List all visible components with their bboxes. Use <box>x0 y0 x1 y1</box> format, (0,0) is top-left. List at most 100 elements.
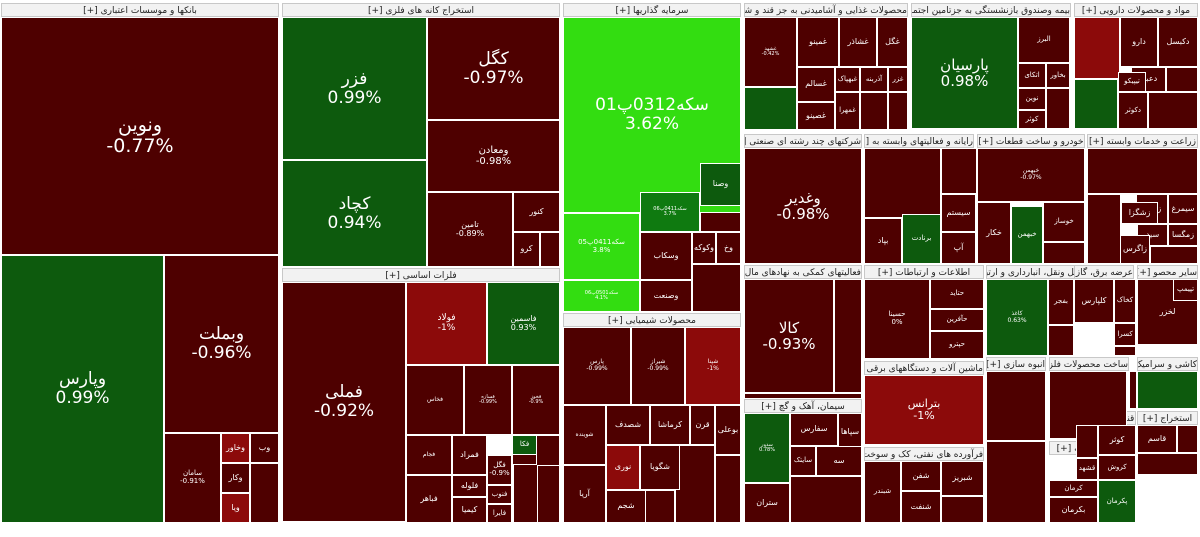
treemap-tile-vaya[interactable]: ویا <box>221 493 250 523</box>
treemap-tile-fkaa[interactable]: کیمیا <box>452 497 487 523</box>
treemap-tile-vsakhab[interactable]: وسکاب <box>640 232 692 280</box>
treemap-tile-noori[interactable]: نوری <box>606 445 640 490</box>
treemap-tile-fasmin[interactable]: فاسمین 0.93% <box>487 282 560 365</box>
treemap-tile-folavh[interactable]: فلوله <box>452 475 487 497</box>
treemap-tile-sghaen[interactable]: سه <box>816 446 862 476</box>
treemap-tile-minor[interactable] <box>986 441 1046 523</box>
treemap-tile-ghzar[interactable]: غزر <box>888 67 908 92</box>
treemap-tile-zagh[interactable]: زاگرس <box>1120 235 1150 264</box>
treemap-tile-ghsalam[interactable]: غسالم <box>797 67 835 102</box>
treemap-tile-khbahman[interactable]: خبهمن -0.97% <box>977 148 1085 202</box>
section-title-investments[interactable]: سرمایه گذاریها [+] <box>563 3 741 17</box>
section-title-utilities[interactable]: عرضه برق، گاز [+] <box>1074 265 1134 279</box>
treemap-tile-simorgh[interactable]: سیمرغ <box>1168 194 1198 224</box>
treemap-tile-bkeram[interactable]: بکرمان <box>1049 497 1098 523</box>
treemap-tile-shbandar[interactable]: شبندر <box>864 461 901 523</box>
treemap-tile-hafir[interactable]: حآفرین <box>930 309 984 331</box>
treemap-tile-hsina[interactable]: حسینا 0% <box>864 279 930 359</box>
treemap-tile-zmgasa[interactable]: زمگسا <box>1168 224 1198 246</box>
section-title-electrical[interactable]: ماشین آلات و دستگاههای برقی [+] <box>864 361 984 375</box>
section-title-others[interactable]: سایر محصو [+] <box>1137 265 1198 279</box>
treemap-tile-minor[interactable] <box>692 264 741 312</box>
treemap-tile-ap[interactable]: آپ <box>941 232 976 264</box>
treemap-tile-keram[interactable]: کرمان <box>1049 480 1098 497</box>
treemap-tile-fko[interactable]: فکا <box>512 435 537 455</box>
treemap-tile-kaghaz[interactable]: کاغذ 0.63% <box>986 279 1048 356</box>
treemap-tile-pars[interactable]: پارس -0.99% <box>563 327 631 405</box>
treemap-tile-kara[interactable]: کرو <box>513 232 540 267</box>
treemap-tile-ghshahd[interactable]: قشهد <box>1076 458 1098 480</box>
treemap-tile-shiraz[interactable]: شیراز -0.99% <box>631 327 685 405</box>
treemap-tile-koker[interactable]: کوثر <box>1018 110 1046 129</box>
section-title-metal_products[interactable]: ساخت محصولات فلزی [+] <box>1049 357 1129 371</box>
treemap-tile-sistem[interactable]: سیستم <box>941 194 976 232</box>
treemap-tile-minor[interactable] <box>1137 453 1198 475</box>
treemap-tile-kgol[interactable]: کگل -0.97% <box>427 17 560 120</box>
section-title-telecom[interactable]: اطلاعات و ارتباطات [+] <box>864 265 984 279</box>
section-title-insurance[interactable]: بیمه وصندوق بازنشستگی به جزتامین اجتماعی… <box>911 3 1071 17</box>
treemap-tile-fsaze[interactable]: فسازه -0.99% <box>464 365 512 435</box>
treemap-tile-ghmehr[interactable]: غمهرا <box>835 92 860 130</box>
treemap-tile-vnovinb[interactable]: نوین <box>1018 88 1046 110</box>
treemap-tile-vkar[interactable]: وکار <box>221 463 250 493</box>
treemap-tile-minor[interactable] <box>744 87 797 130</box>
treemap-tile-vbmellat[interactable]: وبملت -0.96% <box>164 255 279 433</box>
section-title-chemicals[interactable]: محصولات شیمیایی [+] <box>563 313 741 327</box>
treemap-tile-sdorsd[interactable]: سدور 0.78% <box>744 413 790 483</box>
treemap-tile-minor[interactable] <box>1043 242 1085 264</box>
treemap-tile-sepaha[interactable]: سپاها <box>838 413 862 451</box>
treemap-tile-vnovin[interactable]: ونوین -0.77% <box>1 17 279 255</box>
treemap-tile-parsian[interactable]: پارسیان 0.98% <box>911 17 1018 129</box>
treemap-tile-seke4[interactable]: سکه0501پ06 4.1% <box>563 280 640 312</box>
section-title-auto[interactable]: خودرو و ساخت قطعات [+] <box>977 134 1085 148</box>
treemap-tile-ghbishe[interactable]: غصینو <box>797 102 835 130</box>
treemap-tile-zshgaza[interactable]: زشگزا <box>1121 202 1158 224</box>
treemap-tile-seke2[interactable]: سکه0411پ05 3.8% <box>563 213 640 280</box>
treemap-tile-minor[interactable] <box>1074 17 1120 79</box>
treemap-tile-vbuali[interactable]: بوعلی <box>715 405 741 455</box>
treemap-tile-minor[interactable] <box>1074 79 1118 129</box>
treemap-tile-tipco[interactable]: تیپیکو <box>1118 72 1146 92</box>
treemap-tile-vkh[interactable]: وخ <box>716 232 741 264</box>
treemap-tile-vpars[interactable]: وپارس 0.99% <box>1 255 164 523</box>
treemap-tile-fmeli[interactable]: فملی -0.92% <box>282 282 406 522</box>
treemap-tile-fkhas[interactable]: فخاس <box>406 365 464 435</box>
treemap-tile-shpnaf[interactable]: شپنا -1% <box>685 327 741 405</box>
treemap-tile-kesra[interactable]: کسرا <box>1114 323 1136 346</box>
treemap-tile-minor[interactable] <box>675 445 715 523</box>
treemap-tile-fkhoz[interactable]: فخوز -0.9% <box>512 365 560 435</box>
treemap-tile-khosaz[interactable]: خوساز <box>1043 202 1085 242</box>
treemap-tile-fgol[interactable]: فگل -0.9% <box>487 455 512 485</box>
treemap-tile-ghshazar[interactable]: غشاذر <box>839 17 877 67</box>
treemap-tile-fazar[interactable]: فزر 0.99% <box>282 17 427 160</box>
treemap-tile-minor[interactable] <box>250 463 279 523</box>
treemap-tile-dnoo[interactable]: دارو <box>1120 17 1158 67</box>
treemap-tile-ghazar[interactable]: آذربنه <box>860 67 888 92</box>
treemap-tile-samat[interactable]: سامان -0.91% <box>164 433 221 523</box>
treemap-tile-seke3[interactable]: سکه0411پ06 3.7% <box>640 192 700 232</box>
treemap-tile-hrabt[interactable]: حپترو <box>930 331 984 359</box>
section-title-realestate[interactable]: انبوه سازی [+] <box>986 357 1046 371</box>
treemap-tile-fbahar[interactable]: فباهر <box>406 475 452 523</box>
treemap-tile-krozam[interactable]: کروش <box>1098 455 1136 480</box>
section-title-extraction[interactable]: استخراج [+] <box>1137 411 1198 425</box>
section-title-it[interactable]: رایانه و فعالیتهای وابسته به [+] <box>864 134 974 148</box>
treemap-tile-klpars[interactable]: کلپارس <box>1074 279 1114 323</box>
section-title-pharma[interactable]: مواد و محصولات دارویی [+] <box>1074 3 1198 17</box>
treemap-tile-kala[interactable]: کالا -0.93% <box>744 279 834 393</box>
treemap-tile-shejam[interactable]: شجم <box>606 490 646 523</box>
treemap-tile-bafjar[interactable]: بفجر <box>1048 279 1074 325</box>
treemap-tile-fmarad[interactable]: فمراد <box>452 435 487 475</box>
treemap-tile-minor[interactable] <box>1166 67 1198 92</box>
treemap-tile-minor[interactable] <box>744 393 862 399</box>
treemap-tile-shegiya[interactable]: شگویا <box>640 445 680 490</box>
treemap-tile-bkhavar[interactable]: بخاور <box>1046 63 1070 88</box>
section-title-financial_aux[interactable]: فعالیتهای کمکی به نهادهای مال [+] <box>744 265 862 279</box>
treemap-tile-khbahman2[interactable]: خبهمن <box>1011 206 1043 264</box>
treemap-tile-minor[interactable] <box>1129 371 1137 409</box>
treemap-tile-ghbehpak[interactable]: غبهپاک <box>835 67 860 92</box>
treemap-tile-kchad[interactable]: کچاد 0.94% <box>282 160 427 267</box>
treemap-tile-kanor[interactable]: کنور <box>513 192 560 232</box>
treemap-tile-fooulad[interactable]: فولاد -1% <box>406 282 487 365</box>
treemap-tile-ghadir[interactable]: وغدیر -0.98% <box>744 148 862 264</box>
